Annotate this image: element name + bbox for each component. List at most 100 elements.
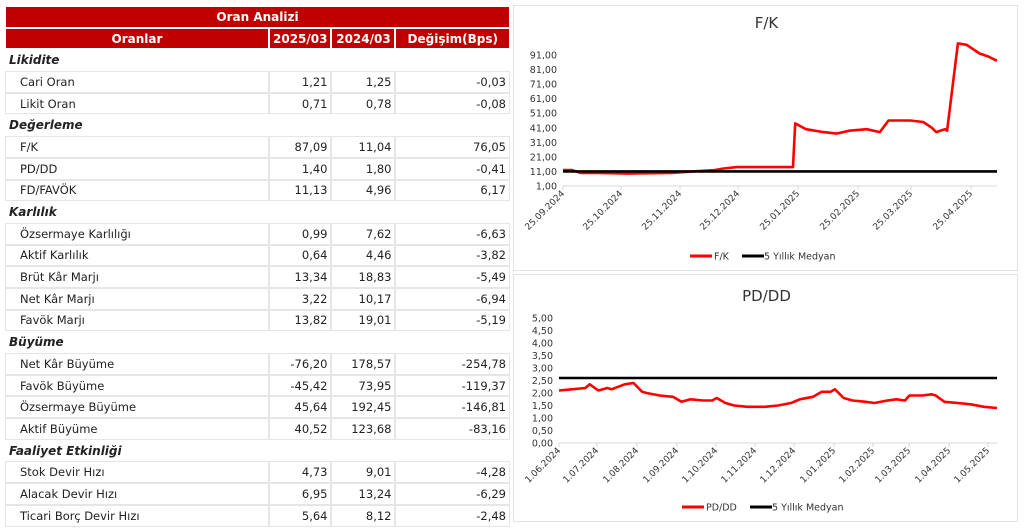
change-cell: -2,48 (396, 505, 509, 526)
value-2024-03-cell: 7,62 (332, 223, 395, 244)
value-2025-03-cell: 13,82 (270, 310, 331, 331)
x-axis-tick-label: 25.10.2024 (582, 189, 626, 233)
value-2025-03-cell: 40,52 (270, 419, 331, 439)
section-row: Likidite (6, 50, 509, 71)
value-2025-03-cell: -45,42 (270, 375, 331, 396)
x-axis-tick-label: 25.02.2025 (819, 189, 863, 233)
x-axis-tick-label: 25.04.2025 (932, 189, 976, 233)
table-row: Özsermaye Büyüme 45,64 192,45 -146,81 (6, 397, 509, 418)
change-cell: -83,16 (396, 419, 509, 439)
ratio-name-cell: Net Kâr Büyüme (6, 354, 268, 374)
table-row: Aktif Büyüme 40,52 123,68 -83,16 (6, 419, 509, 439)
section-row: Büyüme (6, 332, 509, 352)
value-2025-03-cell: 3,22 (270, 288, 331, 309)
ratio-name-cell: Brüt Kâr Marjı (6, 267, 268, 287)
table-row: Ticari Borç Devir Hızı 5,64 8,12 -2,48 (6, 505, 509, 526)
value-2025-03-cell: 6,95 (270, 484, 331, 504)
table-row: Net Kâr Marjı 3,22 10,17 -6,94 (6, 288, 509, 309)
value-2025-03-cell: 11,13 (270, 180, 331, 201)
x-axis-tick-label: 25.11.2024 (641, 189, 685, 233)
ratio-name-cell: PD/DD (6, 158, 268, 179)
table-row: Favök Büyüme -45,42 73,95 -119,37 (6, 375, 509, 396)
y-axis-tick-label: 5,00 (532, 314, 553, 325)
table-title-row: Oran Analizi (6, 7, 509, 27)
value-2024-03-cell: 0,78 (332, 93, 395, 114)
series-line (558, 381, 998, 410)
change-cell: -0,41 (396, 158, 509, 179)
x-axis-tick-label: 1.08.2024 (602, 446, 642, 486)
value-2024-03-cell: 9,01 (332, 462, 395, 483)
value-2024-03-cell: 192,45 (332, 397, 395, 418)
x-axis-tick-label: 1.01.2025 (799, 446, 838, 485)
x-axis-tick-label: 1.09.2024 (642, 446, 682, 486)
y-axis-tick-label: 4,00 (532, 339, 553, 350)
table-row: Aktif Karlılık 0,64 4,46 -3,82 (6, 245, 509, 266)
change-cell: -0,03 (396, 72, 509, 92)
ratio-analysis-table: Oran Analizi Oranlar 2025/03 2024/03 Değ… (4, 5, 511, 528)
value-2024-03-cell: 123,68 (332, 419, 395, 439)
column-header-ratios: Oranlar (6, 28, 268, 49)
value-2025-03-cell: 0,71 (270, 93, 331, 114)
series-line (563, 42, 998, 175)
table-row: Favök Marjı 13,82 19,01 -5,19 (6, 310, 509, 331)
table-title: Oran Analizi (6, 7, 509, 27)
ratio-name-cell: Cari Oran (6, 72, 268, 92)
change-cell: 76,05 (396, 137, 509, 157)
ratio-name-cell: F/K (6, 137, 268, 157)
x-axis-tick-label: 1.03.2025 (874, 446, 913, 485)
section-row: Değerleme (6, 115, 509, 136)
legend-series-label: PD/DD (706, 503, 737, 514)
value-2024-03-cell: 1,80 (332, 158, 395, 179)
value-2025-03-cell: 1,21 (270, 72, 331, 92)
column-header-change: Değişim(Bps) (396, 28, 509, 49)
y-axis-tick-label: 3,00 (532, 364, 553, 375)
value-2024-03-cell: 8,12 (332, 505, 395, 526)
value-2024-03-cell: 19,01 (332, 310, 395, 331)
section-title: Değerleme (6, 115, 509, 136)
x-axis-tick-label: 1.05.2025 (953, 446, 992, 485)
change-cell: -254,78 (396, 354, 509, 374)
table-row: PD/DD 1,40 1,80 -0,41 (6, 158, 509, 179)
table-header-row: Oranlar 2025/03 2024/03 Değişim(Bps) (6, 28, 509, 49)
value-2024-03-cell: 18,83 (332, 267, 395, 287)
chart-title: PD/DD (742, 287, 791, 305)
value-2025-03-cell: 87,09 (270, 137, 331, 157)
y-axis-tick-label: 0,50 (532, 426, 553, 437)
x-axis-tick-label: 1.02.2025 (838, 446, 877, 485)
y-axis-tick-label: 1,00 (536, 182, 557, 193)
value-2025-03-cell: 0,64 (270, 245, 331, 266)
y-axis-tick-label: 2,50 (532, 376, 553, 387)
change-cell: -3,82 (396, 245, 509, 266)
ratio-name-cell: Özsermaye Büyüme (6, 397, 268, 418)
section-row: Karlılık (6, 202, 509, 222)
value-2024-03-cell: 4,96 (332, 180, 395, 201)
table-row: Özsermaye Karlılığı 0,99 7,62 -6,63 (6, 223, 509, 244)
y-axis-tick-label: 3,50 (532, 351, 553, 362)
section-title: Faaliyet Etkinliği (6, 440, 509, 461)
section-title: Likidite (6, 50, 509, 71)
legend-median-label: 5 Yıllık Medyan (764, 252, 835, 263)
ratio-name-cell: Alacak Devir Hızı (6, 484, 268, 504)
change-cell: -5,49 (396, 267, 509, 287)
value-2025-03-cell: 0,99 (270, 223, 331, 244)
legend-series-label: F/K (714, 252, 730, 263)
x-axis-tick-label: 1.04.2025 (914, 446, 953, 485)
column-header-2025-03: 2025/03 (270, 28, 331, 49)
section-title: Karlılık (6, 202, 509, 222)
value-2025-03-cell: -76,20 (270, 354, 331, 374)
value-2024-03-cell: 4,46 (332, 245, 395, 266)
section-row: Faaliyet Etkinliği (6, 440, 509, 461)
table-row: Cari Oran 1,21 1,25 -0,03 (6, 72, 509, 92)
ratio-name-cell: Likit Oran (6, 93, 268, 114)
value-2024-03-cell: 10,17 (332, 288, 395, 309)
fk-line-chart: F/K 91,00 81,00 71,00 61,00 51,00 41,00 31,00 21… (524, 14, 998, 263)
table-row: Stok Devir Hızı 4,73 9,01 -4,28 (6, 462, 509, 483)
value-2025-03-cell: 45,64 (270, 397, 331, 418)
x-axis-tick-label: 1.11.2024 (720, 446, 760, 486)
x-axis-tick-label: 1.10.2024 (681, 446, 721, 486)
ratio-name-cell: FD/FAVÖK (6, 180, 268, 201)
ratio-name-cell: Favök Büyüme (6, 375, 268, 396)
ratio-name-cell: Net Kâr Marjı (6, 288, 268, 309)
value-2025-03-cell: 1,40 (270, 158, 331, 179)
change-cell: -119,37 (396, 375, 509, 396)
